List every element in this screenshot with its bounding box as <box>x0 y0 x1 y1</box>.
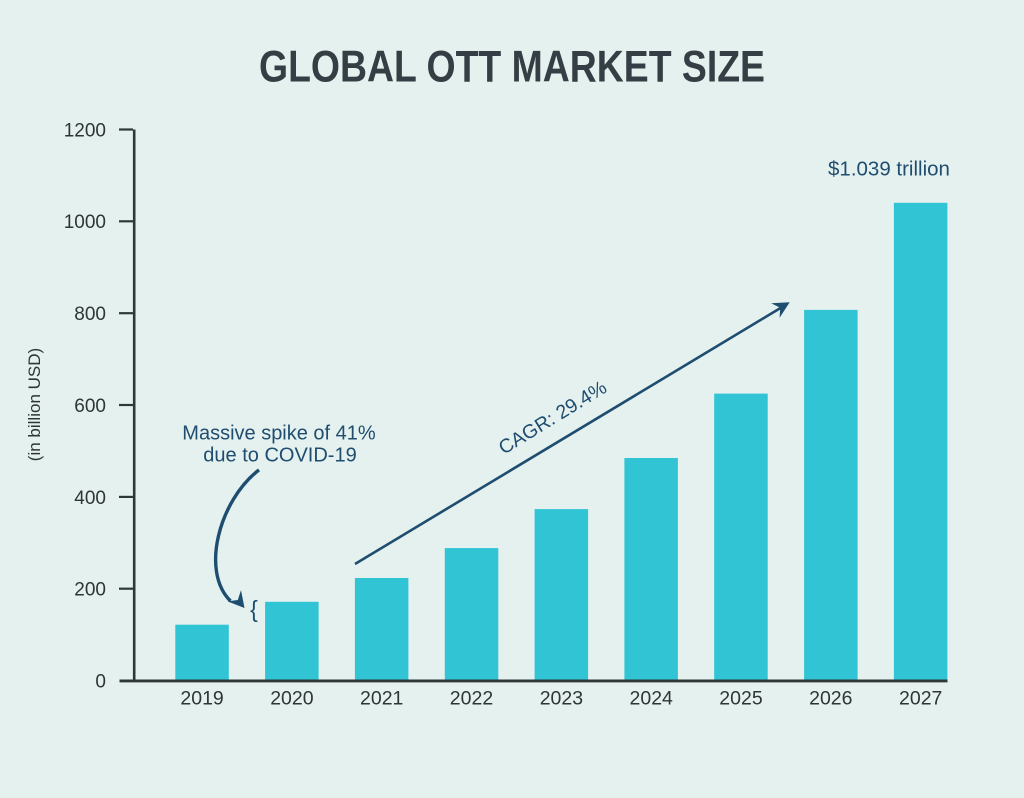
svg-text:1200: 1200 <box>64 120 106 141</box>
svg-text:2019: 2019 <box>180 688 223 710</box>
svg-text:2024: 2024 <box>630 688 674 710</box>
svg-text:$1.039 trillion: $1.039 trillion <box>828 158 950 181</box>
svg-text:800: 800 <box>74 304 106 325</box>
svg-text:Massive spike of 41%: Massive spike of 41% <box>182 423 376 445</box>
svg-text:2023: 2023 <box>540 688 583 710</box>
svg-text:2026: 2026 <box>809 688 852 710</box>
svg-text:0: 0 <box>95 672 106 693</box>
svg-text:2025: 2025 <box>719 688 763 710</box>
svg-text:2021: 2021 <box>360 688 403 710</box>
svg-text:2020: 2020 <box>270 688 314 710</box>
svg-text:(in billion USD): (in billion USD) <box>25 348 44 461</box>
svg-text:2022: 2022 <box>450 688 493 710</box>
svg-text:due to COVID-19: due to COVID-19 <box>203 445 356 467</box>
svg-text:2027: 2027 <box>899 688 942 710</box>
svg-text:600: 600 <box>74 396 106 417</box>
svg-text:1000: 1000 <box>64 212 106 233</box>
svg-text:{: { <box>250 596 258 622</box>
svg-text:GLOBAL OTT MARKET SIZE: GLOBAL OTT MARKET SIZE <box>259 43 765 92</box>
svg-text:200: 200 <box>74 580 106 601</box>
svg-text:400: 400 <box>74 488 106 509</box>
